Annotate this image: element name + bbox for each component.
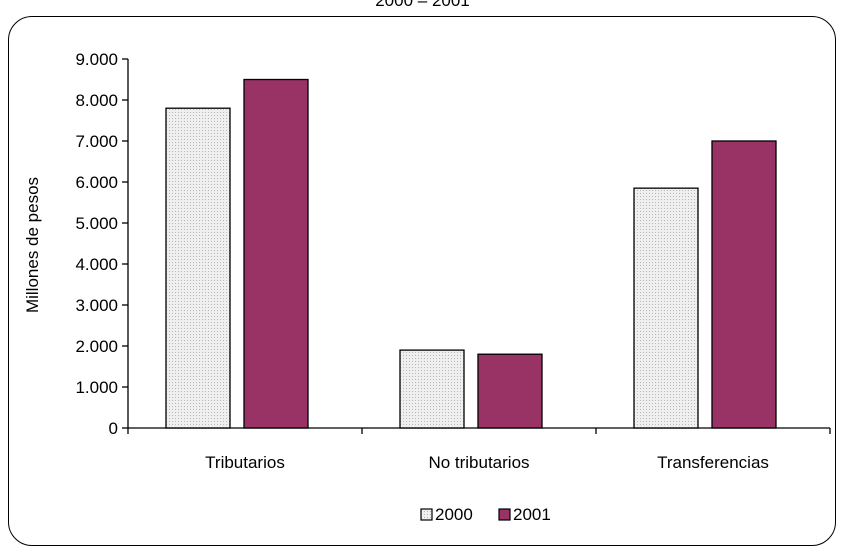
y-tick-label: 1.000	[75, 378, 118, 397]
y-tick-label: 2.000	[75, 337, 118, 356]
bar-2001-1	[477, 353, 543, 429]
y-axis-title: Millones de pesos	[23, 177, 42, 313]
bar-2001-0	[243, 78, 309, 429]
y-tick-label: 3.000	[75, 296, 118, 315]
x-tick-label: No tributarios	[428, 453, 529, 472]
y-tick-label: 6.000	[75, 173, 118, 192]
y-tick-label: 9.000	[75, 50, 118, 69]
x-tick-label: Transferencias	[657, 453, 769, 472]
y-tick-label: 4.000	[75, 255, 118, 274]
y-tick-label: 7.000	[75, 132, 118, 151]
y-tick-label: 5.000	[75, 214, 118, 233]
legend-swatch-2001	[498, 508, 511, 521]
chart-frame	[8, 16, 836, 546]
y-tick-label: 0	[109, 419, 118, 438]
legend-label-2000: 2000	[435, 505, 473, 524]
bar-2000-1	[399, 349, 465, 429]
legend: 2000 2001	[420, 505, 551, 524]
bar-2000-0	[165, 107, 231, 429]
chart-title: 2000 – 2001	[375, 0, 470, 10]
bar-2001-2	[711, 140, 777, 429]
y-axis: 0 1.000 2.000 3.000 4.000 5.000 6.000 7.000 8.00…	[75, 50, 129, 438]
legend-label-2001: 2001	[513, 505, 551, 524]
x-axis: Tributarios No tributarios Transferencias	[127, 427, 831, 472]
x-tick-label: Tributarios	[205, 453, 285, 472]
y-tick-label: 8.000	[75, 91, 118, 110]
legend-swatch-2000	[420, 508, 433, 521]
bars	[165, 78, 777, 429]
bar-2000-2	[633, 187, 699, 429]
